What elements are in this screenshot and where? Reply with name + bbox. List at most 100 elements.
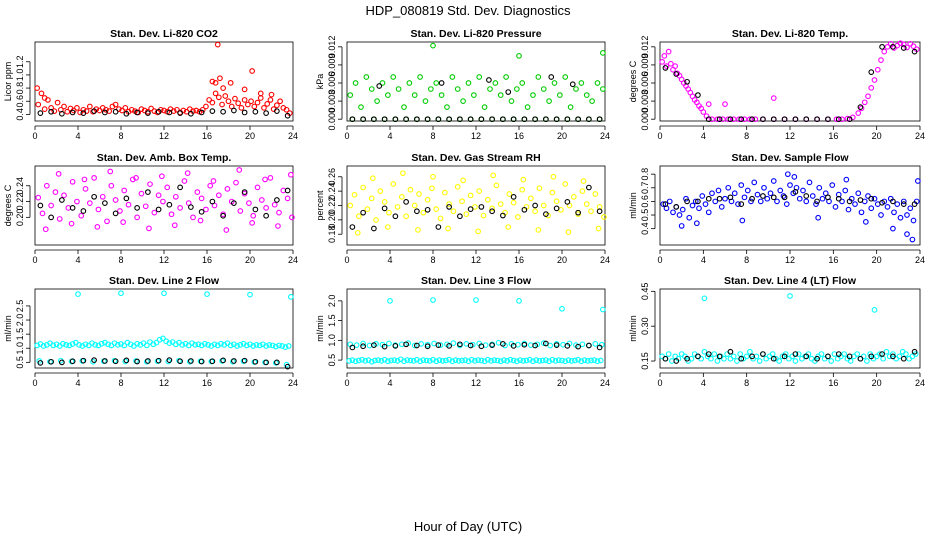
data-point	[813, 201, 819, 207]
plot-frame	[34, 165, 294, 246]
data-point	[267, 175, 274, 181]
data-point	[407, 186, 414, 193]
data-point	[249, 68, 255, 74]
data-point	[284, 363, 291, 370]
data-point	[780, 193, 787, 199]
data-point	[521, 116, 528, 123]
data-point	[510, 343, 517, 349]
data-point	[454, 183, 461, 190]
data-point	[55, 171, 62, 177]
data-point	[120, 219, 126, 225]
data-point	[695, 353, 701, 360]
data-point	[857, 355, 864, 362]
data-point	[102, 200, 108, 206]
data-point	[865, 193, 871, 199]
data-point	[705, 101, 712, 107]
data-point	[122, 358, 129, 365]
x-tick-label: 16	[514, 255, 524, 265]
data-point	[523, 357, 530, 364]
data-point	[220, 85, 226, 91]
data-point	[203, 206, 209, 213]
data-point	[517, 357, 523, 363]
data-point	[490, 172, 497, 179]
data-point	[164, 184, 171, 191]
x-tick-label: 20	[872, 255, 882, 265]
data-point	[54, 99, 61, 106]
data-point	[241, 189, 248, 195]
data-point	[599, 50, 606, 56]
data-point	[854, 351, 861, 357]
panel-9: Stan. Dev. Line 4 (LT) Flow 0 4 8 12 16 20 24 0.…	[628, 275, 925, 388]
data-point	[579, 341, 586, 348]
data-point	[276, 209, 282, 216]
data-point	[907, 205, 914, 212]
y-tick-label: 0.003	[327, 90, 337, 113]
data-point	[43, 182, 50, 189]
data-point	[701, 295, 708, 302]
data-point	[506, 191, 513, 197]
data-point	[890, 353, 896, 360]
data-point	[591, 357, 598, 363]
data-point	[247, 291, 253, 298]
data-point	[767, 190, 774, 197]
data-point	[284, 195, 291, 202]
data-point	[459, 198, 465, 205]
data-point	[190, 214, 196, 221]
data-point	[123, 357, 130, 364]
data-point	[188, 110, 194, 117]
data-point	[354, 229, 361, 236]
data-point	[673, 358, 680, 364]
data-point	[814, 355, 820, 362]
data-point	[575, 209, 581, 216]
data-point	[818, 351, 825, 357]
data-point	[231, 107, 237, 114]
data-point	[719, 116, 726, 123]
data-point	[476, 74, 483, 80]
data-point	[841, 351, 848, 357]
y-axis-label: kPa	[315, 74, 325, 90]
data-point	[212, 79, 219, 86]
data-point	[462, 357, 469, 363]
data-point	[147, 181, 153, 188]
y-tick-label: 0.7	[640, 182, 650, 195]
data-point	[709, 190, 715, 197]
data-point	[80, 110, 87, 116]
data-point	[673, 204, 680, 210]
data-point	[38, 90, 45, 97]
data-point	[725, 184, 732, 191]
data-point	[241, 357, 248, 364]
data-point	[430, 297, 436, 303]
data-point	[99, 193, 106, 200]
series-reference	[349, 184, 603, 232]
x-tick-label: 24	[288, 378, 298, 388]
y-tick-label: 2.5	[15, 300, 25, 313]
data-point	[48, 214, 54, 221]
data-point	[662, 355, 669, 362]
data-point	[684, 198, 690, 205]
data-point	[227, 342, 234, 349]
series-reference	[349, 340, 603, 351]
data-point	[839, 116, 845, 123]
data-point	[868, 195, 875, 202]
data-point	[550, 173, 557, 180]
data-point	[424, 196, 431, 203]
data-point	[747, 348, 753, 355]
data-point	[494, 357, 501, 364]
data-point	[248, 98, 254, 105]
data-point	[251, 103, 258, 110]
data-point	[102, 358, 108, 364]
x-tick-label: 20	[557, 255, 567, 265]
data-point	[285, 343, 292, 349]
data-point	[272, 343, 279, 350]
data-point	[846, 116, 853, 123]
data-point	[446, 201, 452, 207]
data-point	[168, 211, 175, 218]
x-tick-label: 12	[785, 255, 795, 265]
data-point	[160, 198, 166, 205]
data-point	[472, 204, 478, 210]
data-point	[505, 224, 512, 230]
x-tick-label: 4	[75, 131, 80, 141]
data-point	[588, 357, 594, 364]
x-tick-label: 12	[785, 378, 795, 388]
data-point	[74, 198, 80, 205]
